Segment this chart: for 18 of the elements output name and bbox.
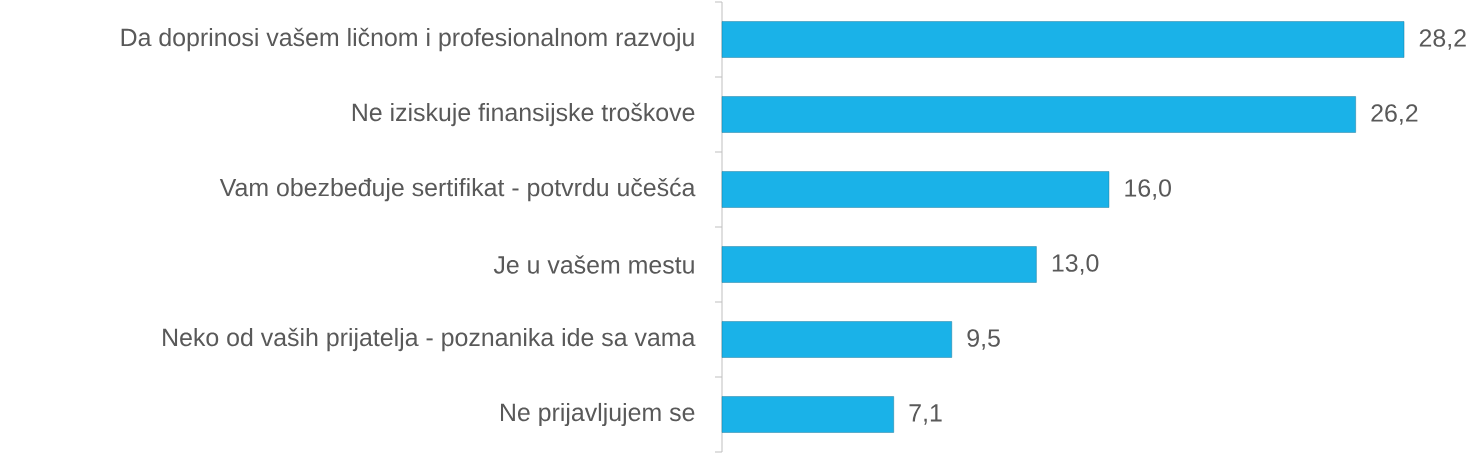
y-tick-label: Ne prijavljujem se xyxy=(500,402,695,427)
data-label: 9,5 xyxy=(967,329,1000,350)
bar xyxy=(721,21,1405,58)
y-tick-label: Je u vašem mestu xyxy=(493,255,694,274)
y-tick-label: Ne iziskuje finansijske troškove xyxy=(352,102,695,127)
data-label: 16,0 xyxy=(1125,179,1171,200)
data-label: 7,1 xyxy=(909,404,942,425)
bar xyxy=(721,246,1037,283)
data-label: 26,2 xyxy=(1371,104,1418,125)
y-tick-label: Neko od vaših prijatelja - poznanika ide sa vama xyxy=(163,327,696,352)
bar xyxy=(721,96,1356,133)
data-label: 13,0 xyxy=(1052,254,1099,275)
bar xyxy=(721,321,952,358)
data-label: 28,2 xyxy=(1419,29,1466,50)
bar xyxy=(721,171,1110,208)
y-tick-label: Da doprinosi vašem ličnom i profesionalnom razvoju xyxy=(121,27,694,52)
y-tick-label: Vam obezbeđuje sertifikat - potvrdu učešća xyxy=(219,177,696,202)
bar xyxy=(721,396,894,433)
